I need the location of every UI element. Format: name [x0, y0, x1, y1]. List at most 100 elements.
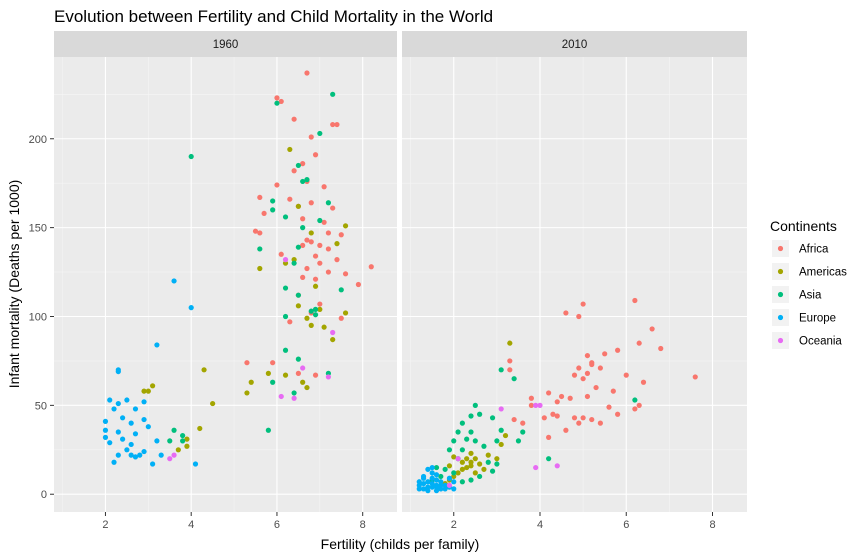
data-point-africa	[623, 372, 629, 378]
data-point-africa	[507, 358, 513, 364]
data-point-europe	[425, 488, 431, 494]
data-point-africa	[321, 219, 327, 225]
data-point-asia	[477, 473, 483, 480]
data-point-europe	[141, 416, 147, 423]
data-point-asia	[295, 292, 301, 298]
data-point-europe	[192, 461, 199, 467]
data-point-asia	[489, 468, 496, 474]
data-point-asia	[632, 397, 638, 403]
data-point-africa	[330, 205, 336, 211]
data-point-africa	[300, 242, 306, 248]
x-tick-label: 4	[537, 519, 543, 531]
legend-title: Continents	[770, 218, 837, 234]
data-point-africa	[308, 200, 314, 206]
legend-label: Asia	[799, 290, 822, 302]
data-point-africa	[602, 351, 608, 357]
data-point-europe	[420, 475, 427, 481]
data-point-americas	[485, 452, 491, 458]
data-point-americas	[304, 384, 310, 391]
data-point-europe	[433, 488, 440, 494]
data-point-europe	[429, 470, 435, 476]
data-point-africa	[571, 372, 578, 378]
data-point-asia	[282, 285, 289, 291]
data-point-americas	[295, 203, 301, 209]
data-point-europe	[141, 399, 147, 405]
data-point-americas	[312, 283, 319, 289]
data-point-africa	[584, 370, 591, 376]
data-point-europe	[120, 415, 126, 421]
data-point-americas	[321, 324, 327, 330]
y-axis-ticks: 0 50 100 150 200	[29, 134, 54, 501]
data-point-asia	[274, 100, 280, 106]
data-point-africa	[300, 161, 306, 167]
data-point-asia	[459, 420, 465, 426]
data-point-africa	[558, 393, 565, 400]
data-point-europe	[150, 461, 156, 467]
data-point-africa	[317, 260, 323, 266]
data-point-asia	[468, 477, 474, 483]
data-point-africa	[632, 297, 638, 304]
data-point-europe	[158, 452, 164, 458]
panel-points	[102, 70, 374, 467]
data-point-europe	[115, 429, 121, 435]
data-point-africa	[312, 372, 319, 378]
data-point-europe	[120, 436, 126, 442]
data-point-africa	[304, 70, 310, 76]
data-point-asia	[451, 438, 457, 444]
data-point-europe	[128, 420, 134, 426]
data-point-europe	[442, 486, 448, 492]
data-point-africa	[312, 152, 319, 158]
data-point-europe	[451, 486, 457, 492]
data-point-africa	[507, 367, 513, 373]
data-point-asia	[270, 207, 276, 213]
data-point-americas	[459, 466, 465, 472]
data-point-asia	[472, 438, 478, 444]
data-point-asia	[312, 306, 319, 312]
panel-gridlines	[402, 57, 747, 512]
data-point-africa	[528, 402, 534, 408]
data-point-asia	[438, 473, 444, 480]
data-point-europe	[154, 438, 160, 444]
data-point-americas	[184, 436, 190, 442]
data-point-africa	[632, 406, 638, 412]
data-point-europe	[107, 440, 113, 446]
data-point-africa	[563, 427, 569, 433]
data-point-asia	[464, 436, 470, 442]
legend-swatch	[777, 337, 784, 344]
data-point-africa	[615, 411, 621, 417]
data-point-europe	[425, 466, 431, 472]
panel-background	[402, 57, 747, 512]
data-point-americas	[498, 441, 504, 448]
facet-strip-label: 1960	[213, 39, 239, 51]
data-point-asia	[270, 198, 276, 204]
data-point-asia	[282, 313, 289, 320]
data-point-americas	[197, 425, 203, 432]
data-point-africa	[580, 301, 586, 307]
data-point-europe	[429, 484, 435, 490]
data-point-europe	[132, 431, 139, 437]
data-point-africa	[304, 265, 310, 272]
data-point-africa	[597, 420, 603, 426]
data-point-africa	[308, 134, 314, 140]
data-point-europe	[107, 397, 113, 403]
data-point-oceania	[446, 482, 453, 488]
data-point-africa	[554, 413, 560, 419]
data-point-asia	[291, 260, 297, 266]
data-point-africa	[606, 404, 612, 410]
data-point-africa	[567, 395, 573, 401]
legend-label: Americas	[799, 267, 847, 279]
x-tick-label: 2	[102, 519, 108, 531]
data-point-africa	[610, 388, 616, 394]
data-point-africa	[317, 242, 323, 248]
data-point-africa	[261, 210, 267, 217]
data-point-africa	[291, 116, 297, 122]
data-point-asia	[295, 244, 301, 250]
data-point-americas	[282, 260, 289, 266]
data-point-asia	[270, 379, 276, 385]
data-point-europe	[425, 479, 431, 485]
data-point-americas	[287, 146, 293, 153]
data-point-asia	[304, 177, 310, 183]
data-point-asia	[455, 429, 461, 435]
data-point-europe	[416, 482, 422, 488]
legend-swatch	[777, 268, 784, 275]
